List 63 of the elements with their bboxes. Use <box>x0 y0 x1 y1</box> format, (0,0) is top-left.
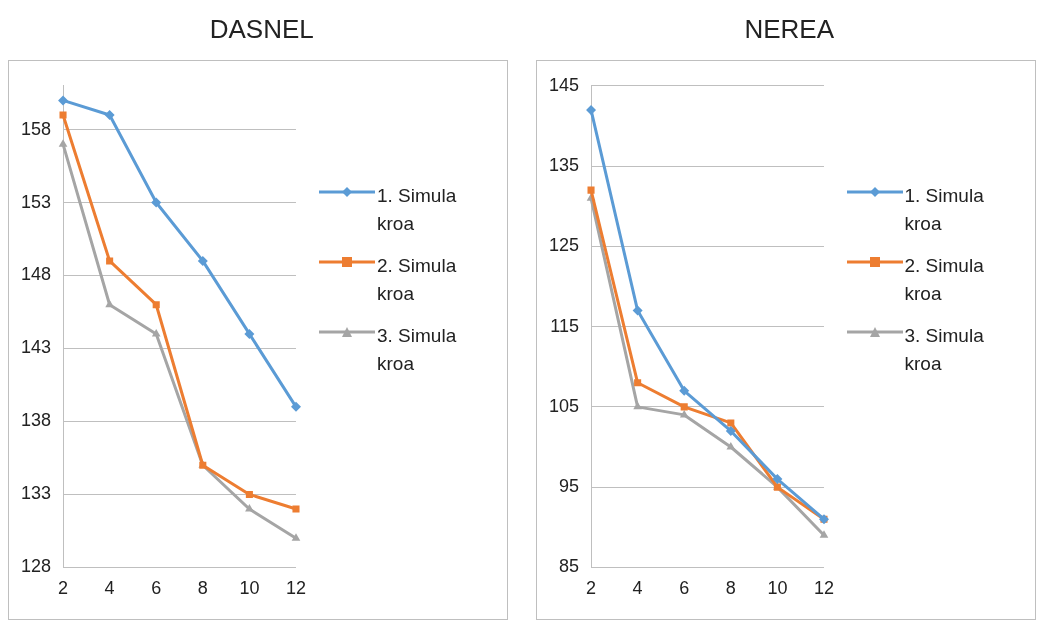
y-tick-label: 148 <box>20 264 52 285</box>
point <box>58 139 68 147</box>
y-tick-label: 138 <box>20 410 52 431</box>
point <box>632 401 642 410</box>
point <box>679 409 689 418</box>
point <box>771 474 782 485</box>
point <box>106 257 114 265</box>
x-tick-label: 8 <box>725 578 736 599</box>
legend-label: 1. Simulakroa <box>377 184 458 236</box>
legend-label: 1. Simulakroa <box>904 184 985 236</box>
point <box>633 379 641 387</box>
chart-title: DASNEL <box>208 13 315 46</box>
y-tick-label: 95 <box>558 476 579 497</box>
x-tick-label: 4 <box>632 578 643 599</box>
x-tick-label: 10 <box>766 578 787 599</box>
point <box>292 505 300 513</box>
point <box>291 533 301 541</box>
y-tick-label: 135 <box>548 155 579 176</box>
point <box>819 530 828 538</box>
legend-label: 2. Simulakroa <box>377 254 458 306</box>
point <box>585 104 596 115</box>
y-tick-label: 133 <box>20 483 52 504</box>
point <box>245 504 254 512</box>
y-tick-label: 105 <box>548 395 579 416</box>
x-tick-label: 12 <box>285 578 306 599</box>
point <box>244 328 255 339</box>
y-tick-label: 158 <box>20 118 52 139</box>
point <box>726 419 734 427</box>
point <box>725 442 735 450</box>
chart-title: NEREA <box>743 13 836 46</box>
point <box>632 305 643 316</box>
x-tick-label: 10 <box>239 578 260 599</box>
point <box>58 95 69 106</box>
point <box>197 255 208 266</box>
point <box>152 301 160 309</box>
x-tick-label: 12 <box>813 578 834 599</box>
point <box>725 425 736 436</box>
y-tick-label: 125 <box>548 235 579 256</box>
point <box>290 401 301 412</box>
x-tick-label: 2 <box>585 578 596 599</box>
point <box>151 197 162 208</box>
y-tick-label: 143 <box>20 337 52 358</box>
y-tick-label: 128 <box>20 556 52 577</box>
y-tick-label: 85 <box>558 556 579 577</box>
point <box>587 186 595 194</box>
x-tick-label: 8 <box>197 578 208 599</box>
y-tick-label: 115 <box>549 315 579 336</box>
point <box>680 403 688 411</box>
y-tick-label: 153 <box>20 191 52 212</box>
legend-label: 3. Simulakroa <box>377 324 458 376</box>
point <box>105 299 114 308</box>
x-tick-label: 2 <box>58 578 69 599</box>
point <box>104 109 115 120</box>
point <box>59 111 67 119</box>
x-tick-label: 6 <box>678 578 689 599</box>
point <box>151 328 161 337</box>
point <box>678 385 689 396</box>
point <box>245 490 253 498</box>
legend-label: 2. Simulakroa <box>904 254 985 306</box>
legend-label: 3. Simulakroa <box>904 324 985 376</box>
y-tick-label: 145 <box>548 74 579 95</box>
x-tick-label: 4 <box>104 578 115 599</box>
x-tick-label: 6 <box>151 578 162 599</box>
